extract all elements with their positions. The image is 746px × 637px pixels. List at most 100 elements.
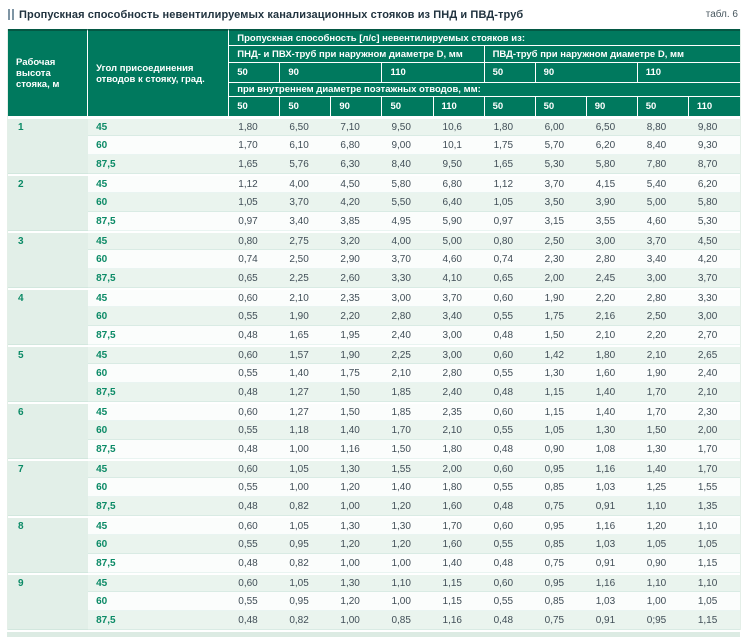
capacity-value-cell: 2,10 [280, 288, 332, 307]
capacity-value-cell: 1,40 [382, 478, 434, 497]
capacity-value-cell: 1,60 [433, 497, 485, 516]
capacity-value-cell: 0,60 [229, 402, 281, 421]
capacity-value-cell: 8,40 [637, 136, 689, 155]
capacity-value-cell: 1,70 [382, 421, 434, 440]
angle-cell: 87,5 [88, 269, 230, 288]
capacity-value-cell: 3,00 [433, 345, 485, 364]
capacity-value-cell: 1,75 [535, 307, 587, 326]
capacity-value-cell: 2,75 [280, 231, 332, 250]
capacity-value-cell: 9,50 [382, 117, 434, 136]
capacity-value-cell: 1,55 [382, 459, 434, 478]
capacity-value-cell: 3,90 [586, 193, 638, 212]
capacity-value-cell: 5,76 [280, 155, 332, 174]
capacity-value-cell: 0,90 [535, 440, 587, 459]
capacity-value-cell: 7,10 [331, 117, 383, 136]
capacity-value-cell: 1,50 [382, 440, 434, 459]
capacity-value-cell: 1,18 [280, 421, 332, 440]
capacity-value-cell: 5,00 [433, 231, 485, 250]
table-row: 87,5 0,48 0,82 1,00 0,85 1,16 0,48 0,75 0,91 0;95… [8, 611, 740, 630]
angle-cell: 87,5 [88, 326, 230, 345]
height-cell: 5 [8, 345, 89, 402]
capacity-value-cell: 0,55 [484, 478, 536, 497]
capacity-value-cell: 0,74 [229, 250, 281, 269]
table-row: 87,5 0,65 2,25 2,60 3,30 4,10 0,65 2,00 2,45 3,00… [8, 269, 740, 288]
table-row: 60 0,55 1,18 1,40 1,70 2,10 0,55 1,05 1,30 1,50 2,… [8, 421, 740, 440]
capacity-value-cell: 3,00 [382, 288, 434, 307]
capacity-value-cell: 2,80 [433, 364, 485, 383]
capacity-value-cell: 1,20 [331, 535, 383, 554]
table-row: 60 0,55 1,40 1,75 2,10 2,80 0,55 1,30 1,60 1,90 2,… [8, 364, 740, 383]
inner-diameter-header: 50 [229, 97, 281, 117]
capacity-value-cell: 2,50 [535, 231, 587, 250]
capacity-value-cell: 1,40 [637, 459, 689, 478]
capacity-value-cell: 2,65 [688, 345, 740, 364]
capacity-value-cell: 2,00 [688, 421, 740, 440]
capacity-table: Рабочая высота стояка, м Угол присоедине… [7, 29, 741, 630]
capacity-value-cell: 3,70 [382, 250, 434, 269]
capacity-value-cell: 1,85 [382, 383, 434, 402]
table-row: 60 1,70 6,10 6,80 9,00 10,1 1,75 5,70 6,20 8,40 9,… [8, 136, 740, 155]
capacity-value-cell: 1,60 [433, 535, 485, 554]
outer-diameter-header-row: 50 90 110 50 90 110 [8, 63, 740, 83]
table-row: 4 45 0,60 2,10 2,35 3,00 3,70 0,60 1,90 2,20 2,80 3… [8, 288, 740, 345]
capacity-value-cell: 5,30 [535, 155, 587, 174]
capacity-value-cell: 1,03 [586, 535, 638, 554]
capacity-value-cell: 2,25 [382, 345, 434, 364]
capacity-value-cell: 1,85 [382, 402, 434, 421]
capacity-value-cell: 2,80 [586, 250, 638, 269]
capacity-value-cell: 3,70 [433, 288, 485, 307]
capacity-value-cell: 1,05 [280, 459, 332, 478]
capacity-value-cell: 1,90 [535, 288, 587, 307]
capacity-value-cell: 5,30 [688, 212, 740, 231]
capacity-value-cell: 2,10 [688, 383, 740, 402]
capacity-value-cell: 8,70 [688, 155, 740, 174]
capacity-value-cell: 2,50 [637, 307, 689, 326]
capacity-value-cell: 0,95 [535, 573, 587, 592]
capacity-value-cell: 3,55 [586, 212, 638, 231]
table-row: 60 1,05 3,70 4,20 5,50 6,40 1,05 3,50 3,90 5,00 5,… [8, 193, 740, 212]
capacity-value-cell: 1,10 [688, 516, 740, 535]
capacity-value-cell: 1,00 [382, 554, 434, 573]
capacity-value-cell: 6,50 [586, 117, 638, 136]
capacity-value-cell: 3,85 [331, 212, 383, 231]
capacity-value-cell: 3,00 [688, 307, 740, 326]
capacity-value-cell: 1,65 [484, 155, 536, 174]
capacity-value-cell: 5,00 [637, 193, 689, 212]
table-row: 87,5 0,48 1,00 1,16 1,50 1,80 0,48 0,90 1,08 1,30… [8, 440, 740, 459]
capacity-value-cell: 0,55 [484, 535, 536, 554]
capacity-value-cell: 5,70 [535, 136, 587, 155]
table-row: 9 45 0,60 1,05 1,30 1,10 1,15 0,60 0,95 1,16 1,10 1… [8, 573, 740, 630]
capacity-value-cell: 2,00 [535, 269, 587, 288]
capacity-value-cell: 2,40 [433, 383, 485, 402]
capacity-value-cell: 6,80 [331, 136, 383, 155]
capacity-value-cell: 4,20 [331, 193, 383, 212]
capacity-value-cell: 2,20 [637, 326, 689, 345]
capacity-value-cell: 3,70 [688, 269, 740, 288]
capacity-value-cell: 1,30 [535, 364, 587, 383]
col-header-capacity: Пропускная способность [л/с] невентилиру… [229, 29, 740, 46]
capacity-value-cell: 3,30 [382, 269, 434, 288]
capacity-value-cell: 0,48 [484, 497, 536, 516]
capacity-value-cell: 0,74 [484, 250, 536, 269]
capacity-value-cell: 0,91 [586, 497, 638, 516]
table-row: 87,5 1,65 5,76 6,30 8,40 9,50 1,65 5,30 5,80 7,80… [8, 155, 740, 174]
outer-diameter-header: 50 [229, 63, 281, 83]
inner-diameter-header: 90 [331, 97, 383, 117]
capacity-value-cell: 0,75 [535, 554, 587, 573]
capacity-value-cell: 0,48 [484, 383, 536, 402]
capacity-value-cell: 0,48 [484, 440, 536, 459]
capacity-value-cell: 0,75 [535, 611, 587, 630]
capacity-value-cell: 1,90 [331, 345, 383, 364]
angle-cell: 60 [88, 193, 230, 212]
capacity-value-cell: 0,55 [484, 307, 536, 326]
capacity-value-cell: 3,40 [637, 250, 689, 269]
capacity-value-cell: 5,80 [688, 193, 740, 212]
capacity-value-cell: 8,80 [637, 117, 689, 136]
capacity-value-cell: 0,48 [229, 326, 281, 345]
capacity-value-cell: 2,10 [382, 364, 434, 383]
capacity-value-cell: 1,70 [688, 440, 740, 459]
capacity-value-cell: 1,95 [331, 326, 383, 345]
capacity-value-cell: 8,40 [382, 155, 434, 174]
capacity-value-cell: 0,82 [280, 554, 332, 573]
capacity-value-cell: 0,48 [229, 497, 281, 516]
